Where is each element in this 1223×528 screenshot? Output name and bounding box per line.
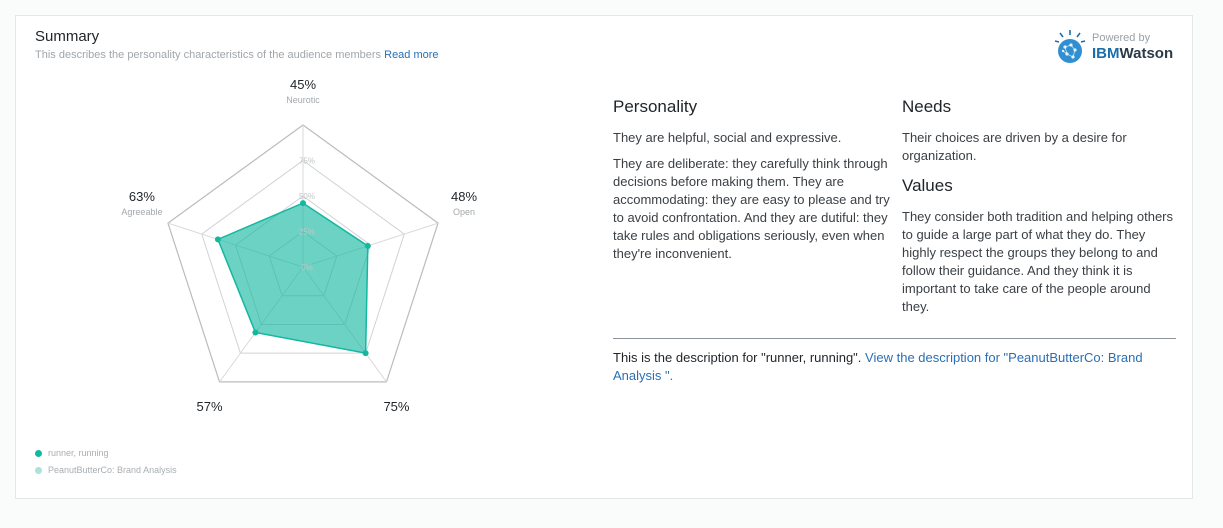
series-area-runner-running [216,202,369,355]
ibm-watson-logo: Powered by IBMWatson [1054,29,1176,69]
needs-section: Needs Their choices are driven by a desi… [902,97,1177,316]
section-divider [613,338,1176,339]
legend-swatch-1 [35,450,42,458]
grid-ring-4 [167,124,439,383]
ring-label-3: 75% [299,157,315,166]
grid-ring-3 [201,159,405,354]
summary-subtitle: This describes the personality character… [35,49,439,61]
description-text: This is the description for "runner, run… [613,350,862,365]
view-other-description-link[interactable]: View the description for "PeanutButterCo… [613,350,1143,383]
read-more-link[interactable]: Read more [384,49,439,61]
axis-value-open: 48% [451,189,477,204]
legend-label-2: PeanutButterCo: Brand Analysis [48,465,177,475]
personality-radar-chart: 0%25%50%75%45%Neurotic48%Open75%Conscien… [121,77,477,414]
values-heading: Values [902,176,953,195]
summary-title: Summary [35,28,100,45]
axis-label-open: Open [453,207,475,217]
subtitle-text: This describes the personality character… [35,49,382,61]
data-point-open [364,242,371,249]
values-text: They consider both tradition and helping… [902,209,1174,314]
legend-item-series-2: PeanutButterCo: Brand Analysis [35,465,177,475]
watson-globe-icon [1054,30,1086,63]
personality-detail: They are deliberate: they carefully thin… [613,156,890,261]
axis-value-conscientious: 75% [383,399,409,414]
description-line: This is the description for "runner, run… [613,349,1183,385]
summary-card: Summary This describes the personality c… [15,15,1193,499]
data-point-extraverted [252,329,259,336]
needs-text: Their choices are driven by a desire for… [902,130,1127,163]
axis-label-neurotic: Neurotic [286,95,320,105]
data-point-agreeable [214,236,221,243]
data-point-conscientious [362,350,369,357]
personality-section: Personality They are helpful, social and… [613,97,893,263]
legend-item-series-1: runner, running [35,448,109,458]
axis-label-agreeable: Agreeable [121,207,162,217]
ring-label-2: 50% [299,192,315,201]
legend-swatch-2 [35,467,42,475]
ring-label-1: 25% [299,228,315,237]
ring-label-0: 0% [301,263,313,272]
legend-label-1: runner, running [48,448,109,458]
personality-summary: They are helpful, social and expressive. [613,130,842,145]
axis-value-neurotic: 45% [290,77,316,92]
data-point-neurotic [300,200,306,207]
powered-by-label: Powered by [1092,32,1151,44]
needs-heading: Needs [902,97,952,116]
axis-value-agreeable: 63% [129,189,155,204]
axis-value-extraverted: 57% [197,399,223,414]
ibm-watson-wordmark: IBMWatson [1092,45,1174,62]
personality-heading: Personality [613,97,698,116]
